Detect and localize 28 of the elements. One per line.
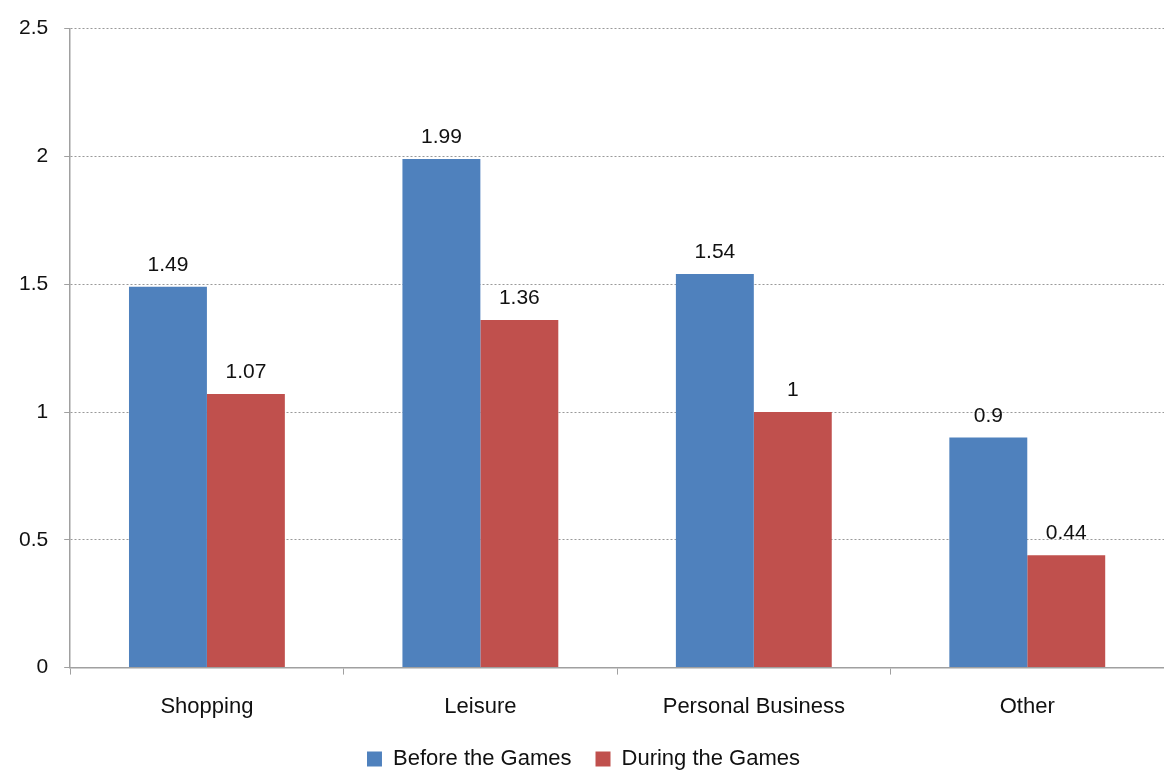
x-tick-label: Other [999, 692, 1055, 718]
bar [206, 394, 285, 668]
bar [480, 319, 559, 668]
data-label: 1.36 [498, 285, 540, 309]
bar [753, 412, 832, 668]
y-tick-label: 2 [36, 143, 49, 167]
data-label: 1 [786, 377, 799, 401]
data-label: 0.9 [973, 402, 1003, 426]
bar [402, 158, 481, 668]
x-tick-label: Shopping [160, 692, 254, 718]
data-label: 1.54 [694, 239, 736, 263]
x-tick-label: Personal Business [662, 692, 845, 718]
data-label: 1.49 [147, 252, 189, 276]
bar [1027, 555, 1106, 668]
y-tick-label: 1.5 [18, 271, 49, 294]
bar [675, 273, 754, 668]
data-label: 1.07 [225, 359, 267, 383]
x-tick-label: Leisure [444, 692, 517, 718]
legend-label: Before the Games [392, 745, 572, 771]
data-label: 0.44 [1045, 520, 1087, 544]
bar [949, 437, 1028, 668]
y-tick-label: 0.5 [18, 526, 49, 550]
y-tick-label: 0 [36, 654, 49, 678]
y-tick-label: 2.5 [18, 15, 49, 39]
y-tick-label: 1 [36, 398, 49, 422]
legend-label: During the Games [621, 745, 801, 771]
bar [128, 286, 207, 668]
data-label: 1.99 [420, 124, 462, 148]
